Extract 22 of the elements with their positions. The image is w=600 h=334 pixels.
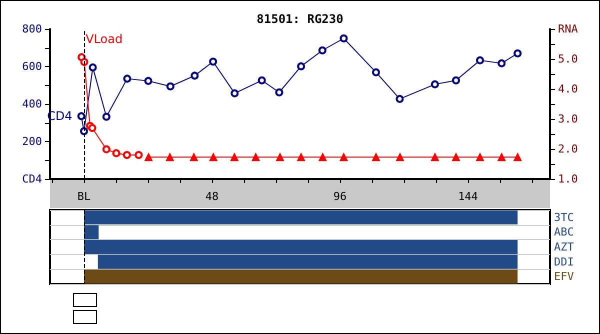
y-tick-label: ABC: [554, 226, 574, 239]
x-tick-label: 48: [205, 190, 219, 203]
y2-tick-label: 2.0: [558, 142, 578, 156]
y2-tick-label: 1.0: [558, 172, 578, 186]
y-tick-label: 400: [22, 98, 42, 110]
y-tick-label: DDI: [554, 255, 574, 268]
y2-tick-label: RNA: [558, 22, 578, 36]
y-tick-label: 3TC: [554, 210, 574, 224]
y2-tick-label: 3.0: [558, 112, 578, 126]
x-tick-label: 144: [458, 190, 478, 203]
y-tick-label: AZT: [554, 240, 574, 254]
chart-title: 81501: RG230: [256, 12, 344, 26]
y-tick-label: 200: [22, 135, 42, 148]
x-tick-label: 96: [333, 190, 347, 203]
y-tick-label: 600: [22, 60, 42, 73]
y2-tick-label: 5.0: [558, 52, 578, 66]
x-tick-label: BL: [77, 190, 91, 203]
series-label: VLoad: [86, 32, 123, 46]
y-tick-label: 800: [22, 22, 42, 36]
y2-tick-label: 4.0: [558, 82, 578, 96]
y-tick-label: EFV: [554, 270, 574, 284]
y-tick-label: CD4: [22, 172, 42, 186]
